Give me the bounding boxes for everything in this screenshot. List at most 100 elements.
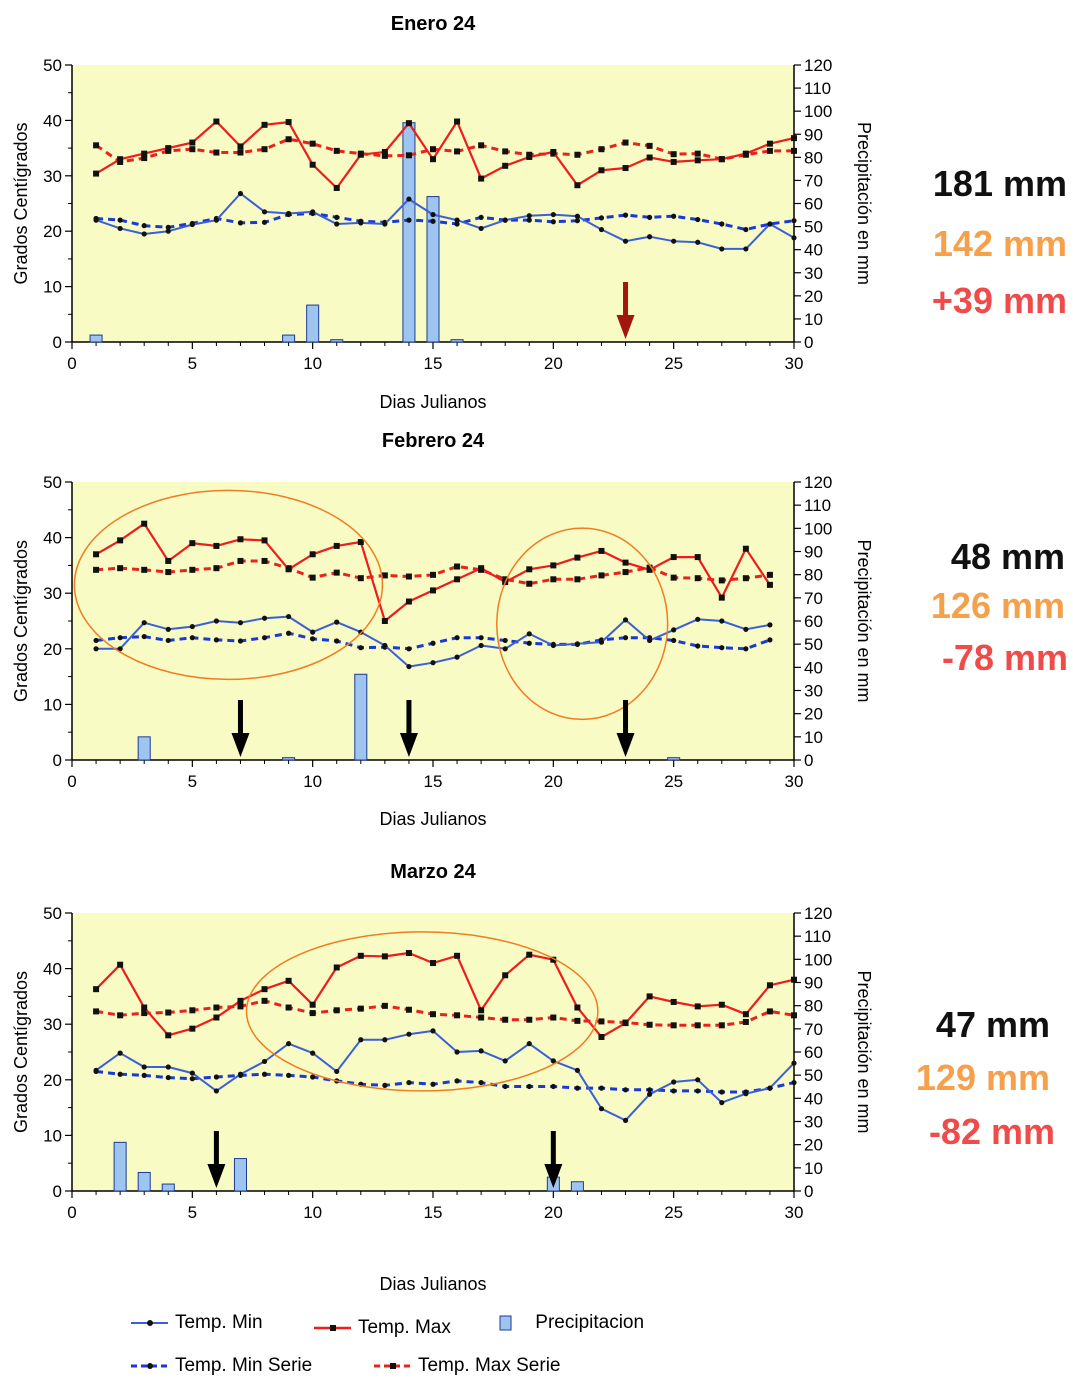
summary-enero-total: 181 mm xyxy=(933,166,1067,202)
point-temp-min xyxy=(647,1092,652,1097)
arrow-shaft xyxy=(623,700,628,736)
point-temp-max-serie xyxy=(262,998,268,1004)
x-tick-label: 30 xyxy=(785,354,804,373)
y2-tick-label: 0 xyxy=(804,1182,813,1201)
point-temp-min xyxy=(430,660,435,665)
point-temp-max xyxy=(671,159,677,165)
point-temp-max-serie xyxy=(286,1005,292,1011)
point-temp-min xyxy=(551,212,556,217)
point-temp-min xyxy=(647,638,652,643)
point-temp-max xyxy=(117,962,123,968)
point-temp-max xyxy=(382,149,388,155)
point-temp-max-serie xyxy=(237,558,243,564)
precip-bar xyxy=(427,197,439,342)
summary-febrero-total: 48 mm xyxy=(951,539,1065,575)
point-temp-min-serie xyxy=(695,217,700,222)
point-temp-min xyxy=(503,218,508,223)
point-temp-min-serie xyxy=(238,638,243,643)
point-temp-min xyxy=(479,226,484,231)
point-temp-min xyxy=(647,234,652,239)
legend-precip: Precipitacion xyxy=(496,1312,644,1334)
point-temp-min xyxy=(599,640,604,645)
point-temp-max-serie xyxy=(719,577,725,583)
point-temp-max-serie xyxy=(791,1012,797,1018)
point-temp-max-serie xyxy=(623,569,629,575)
y2-tick-label: 60 xyxy=(804,195,823,214)
x-tick-label: 20 xyxy=(544,772,563,791)
point-temp-min-serie xyxy=(527,1084,532,1089)
y2-tick-label: 90 xyxy=(804,125,823,144)
point-temp-max xyxy=(286,566,292,572)
point-temp-min-serie xyxy=(791,218,796,223)
point-temp-max xyxy=(310,1002,316,1008)
point-temp-max-serie xyxy=(647,143,653,149)
point-temp-max xyxy=(93,171,99,177)
point-temp-max-serie xyxy=(695,575,701,581)
legend-temp-max-serie-swatch xyxy=(373,1359,413,1373)
point-temp-max-serie xyxy=(767,572,773,578)
point-temp-max-serie xyxy=(382,1003,388,1009)
point-temp-max xyxy=(334,543,340,549)
point-temp-max-serie xyxy=(671,1022,677,1028)
point-temp-min-serie xyxy=(767,637,772,642)
point-temp-max xyxy=(767,141,773,147)
y2-tick-label: 0 xyxy=(804,751,813,770)
point-temp-max xyxy=(334,964,340,970)
point-temp-min xyxy=(503,646,508,651)
point-temp-max xyxy=(767,982,773,988)
point-temp-min xyxy=(743,627,748,632)
point-temp-max xyxy=(382,618,388,624)
precip-bar xyxy=(90,335,102,342)
point-temp-max xyxy=(695,554,701,560)
point-temp-max-serie xyxy=(623,140,629,146)
summary-marzo-normal: 129 mm xyxy=(916,1060,1050,1096)
precip-bar xyxy=(307,305,319,342)
point-temp-max-serie xyxy=(334,1007,340,1013)
point-temp-min-serie xyxy=(190,1076,195,1081)
point-temp-min xyxy=(599,1106,604,1111)
point-temp-min-serie xyxy=(166,638,171,643)
point-temp-min-serie xyxy=(719,221,724,226)
point-temp-min-serie xyxy=(671,1088,676,1093)
point-temp-max xyxy=(647,993,653,999)
point-temp-max-serie xyxy=(358,575,364,581)
point-temp-max-serie xyxy=(695,151,701,157)
y-tick-label: 30 xyxy=(43,1015,62,1034)
point-temp-min xyxy=(310,630,315,635)
point-temp-min-serie xyxy=(623,635,628,640)
point-temp-max-serie xyxy=(213,1005,219,1011)
y2-tick-label: 50 xyxy=(804,1066,823,1085)
point-temp-max-serie xyxy=(671,151,677,157)
y-tick-label: 0 xyxy=(53,751,62,770)
y2-tick-label: 50 xyxy=(804,218,823,237)
point-temp-min-serie xyxy=(214,637,219,642)
precip-bar xyxy=(114,1142,126,1191)
y2-axis-label: Precipitación en mm xyxy=(854,970,874,1133)
point-temp-min xyxy=(695,1077,700,1082)
point-temp-min xyxy=(454,655,459,660)
point-temp-min-serie xyxy=(142,634,147,639)
point-temp-min xyxy=(623,617,628,622)
summary-febrero-normal: 126 mm xyxy=(931,588,1065,624)
point-temp-max xyxy=(454,576,460,582)
point-temp-min xyxy=(719,1100,724,1105)
y2-tick-label: 40 xyxy=(804,1089,823,1108)
point-temp-max-serie xyxy=(262,558,268,564)
chart-1: Febrero 240 5 10 15 20 25 30010203040500102030… xyxy=(11,430,874,829)
point-temp-max xyxy=(165,145,171,151)
point-temp-max-serie xyxy=(767,148,773,154)
point-temp-max-serie xyxy=(478,1015,484,1021)
point-temp-max-serie xyxy=(213,150,219,156)
point-temp-max xyxy=(213,543,219,549)
point-temp-max-serie xyxy=(310,575,316,581)
y2-tick-label: 70 xyxy=(804,589,823,608)
y2-tick-label: 80 xyxy=(804,148,823,167)
point-temp-min-serie xyxy=(599,215,604,220)
point-temp-min-serie xyxy=(262,220,267,225)
point-temp-min xyxy=(358,220,363,225)
point-temp-min-serie xyxy=(454,635,459,640)
point-temp-min xyxy=(623,239,628,244)
point-temp-max xyxy=(791,135,797,141)
point-temp-max xyxy=(719,156,725,162)
point-temp-max xyxy=(262,537,268,543)
